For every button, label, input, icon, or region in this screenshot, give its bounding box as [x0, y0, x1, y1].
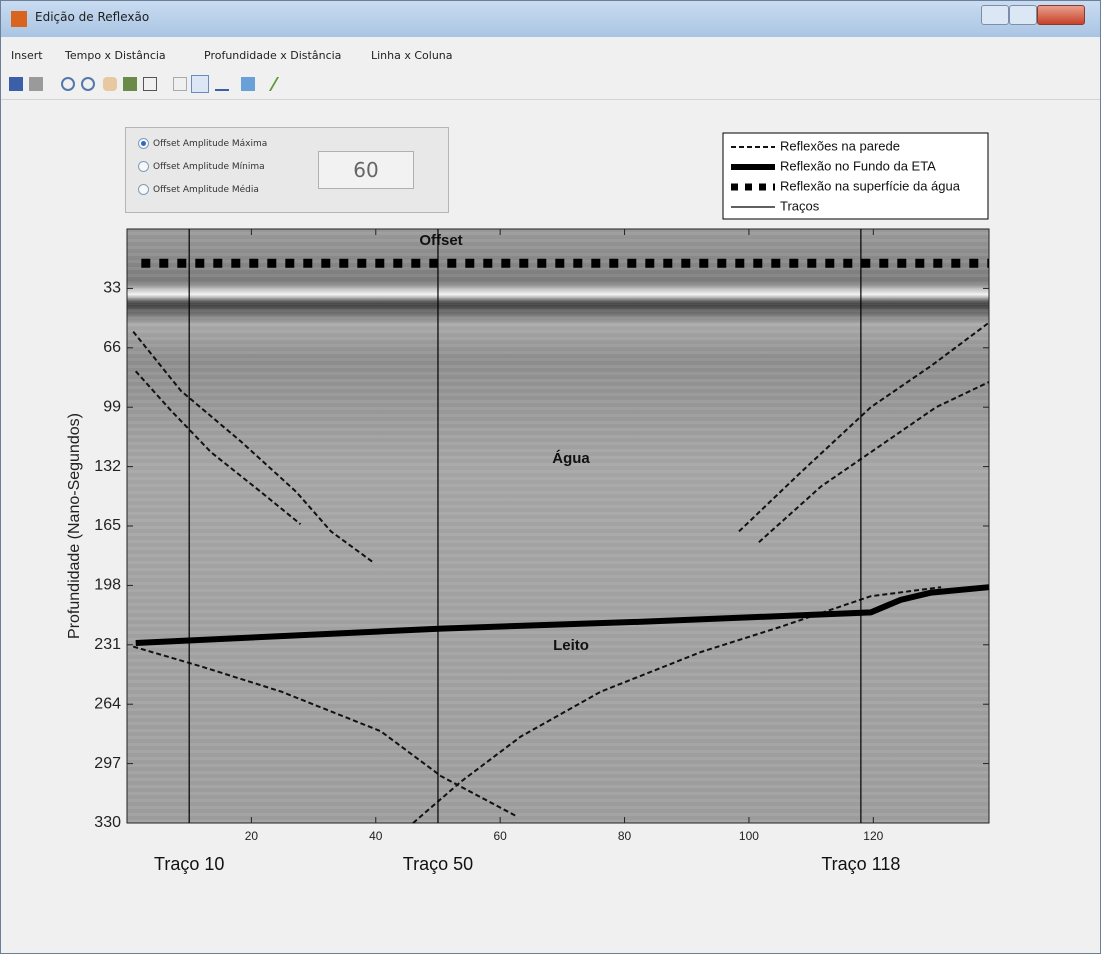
y-tick-label: 264	[94, 695, 121, 712]
y-tick-label: 165	[94, 517, 121, 534]
legend-label: Reflexão na superfície da água	[780, 178, 961, 193]
y-tick-label: 66	[103, 339, 121, 356]
annotation: Água	[552, 450, 590, 467]
y-tick-label: 33	[103, 280, 121, 297]
radargram-texture	[127, 229, 989, 823]
x-tick-label: 80	[618, 829, 632, 843]
x-tick-label: 100	[739, 829, 759, 843]
x-tick-label: 120	[863, 829, 883, 843]
legend-label: Traços	[780, 198, 820, 213]
x-tick-label: 60	[493, 829, 507, 843]
trace-label: Traço 118	[821, 854, 900, 874]
y-tick-label: 198	[94, 577, 121, 594]
annotation: Offset	[419, 232, 462, 249]
trace-label: Traço 10	[154, 854, 224, 874]
y-axis-label: Profundidade (Nano-Segundos)	[66, 413, 83, 639]
y-tick-label: 297	[94, 755, 121, 772]
annotation: Leito	[553, 637, 589, 654]
y-tick-label: 231	[94, 636, 121, 653]
trace-label: Traço 50	[403, 854, 473, 874]
legend-label: Reflexões na parede	[780, 138, 900, 153]
y-tick-label: 99	[103, 398, 121, 415]
legend-label: Reflexão no Fundo da ETA	[780, 158, 936, 173]
window: Edição de Reflexão Insert Tempo x Distân…	[0, 0, 1101, 954]
y-tick-label: 330	[94, 814, 121, 831]
chart: 33 66 99 132 165 198 231 264 297 330 20 40 60 80 100 12…	[1, 1, 1100, 953]
x-tick-label: 20	[245, 829, 259, 843]
y-tick-label: 132	[94, 458, 121, 475]
x-tick-label: 40	[369, 829, 383, 843]
